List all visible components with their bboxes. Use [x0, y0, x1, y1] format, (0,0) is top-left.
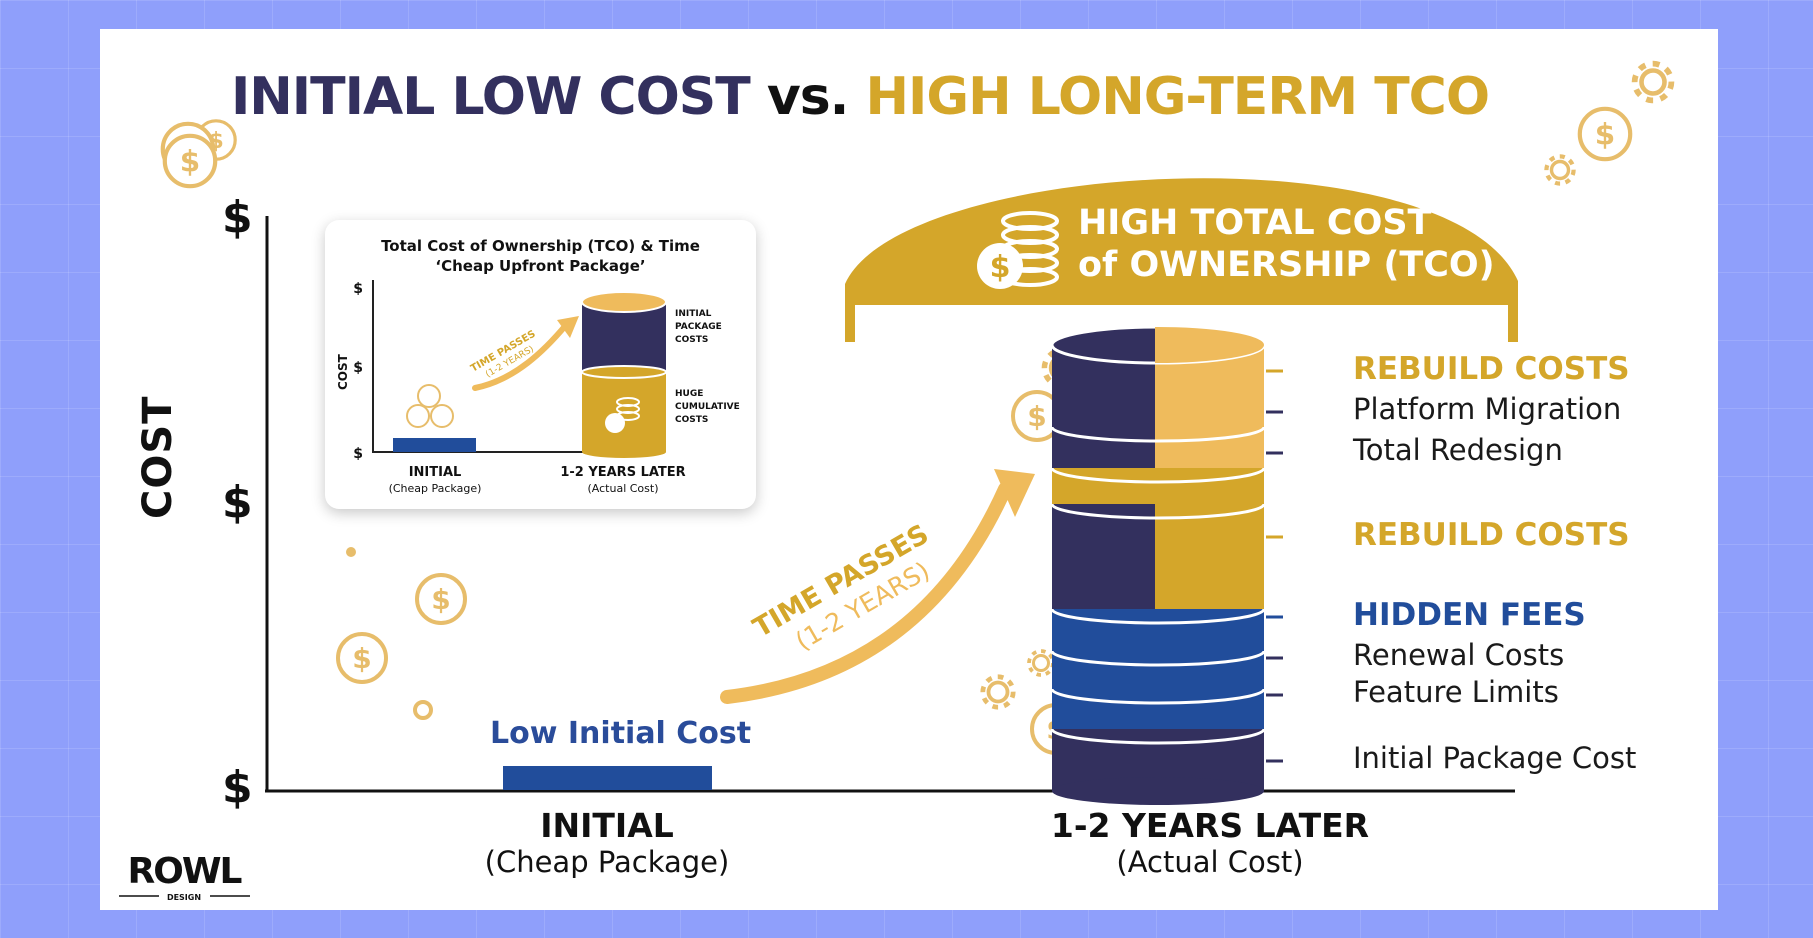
inset-bar-initial-package [582, 302, 666, 372]
logo-subtext: DESIGN [167, 893, 201, 902]
inset-title-line1: Total Cost of Ownership (TCO) & Time [381, 237, 700, 255]
infographic-card: INITIAL LOW COST vs. HIGH LONG-TERM TCO … [100, 29, 1718, 910]
x-category-initial: INITIAL (Cheap Package) [457, 806, 757, 879]
arrow-head [994, 469, 1035, 517]
x-category-sublabel: (Cheap Package) [484, 845, 730, 879]
coin-stack-icon: $ [977, 211, 1059, 289]
stack-label: REBUILD COSTS [1353, 517, 1630, 553]
inset-x-sublabel: (Cheap Package) [389, 482, 482, 495]
stack-label: REBUILD COSTS [1353, 351, 1630, 387]
y-tick-label: $ [222, 477, 253, 528]
inset-chart-card: Total Cost of Ownership (TCO) & Time ‘Ch… [325, 220, 756, 509]
page-title: INITIAL LOW COST vs. HIGH LONG-TERM TCO [100, 67, 1620, 127]
inset-y-tick: $ [353, 446, 363, 462]
stack-label: Total Redesign [1353, 433, 1563, 467]
bar-initial-label: Low Initial Cost [490, 716, 752, 751]
decor-dot [346, 547, 356, 557]
stack-segment [1155, 504, 1264, 623]
tco-banner: $ HIGH TOTAL COST of OWNERSHIP (TCO) [845, 178, 1518, 342]
stack-separator [1050, 426, 1266, 443]
x-category-sublabel: (Actual Cost) [1116, 845, 1304, 879]
title-part-initial: INITIAL LOW COST [230, 67, 751, 127]
banner-dome [845, 178, 1518, 342]
stack-separator [1050, 467, 1266, 484]
bar-initial [503, 766, 712, 790]
inset-x-label: INITIAL [409, 465, 462, 480]
stack-label: HIDDEN FEES [1353, 597, 1586, 633]
inset-arrow [472, 322, 569, 391]
time-arrow: TIME PASSES (1-2 YEARS) [720, 469, 1035, 704]
rowl-logo: ROWL DESIGN [119, 851, 250, 902]
stack-segment [1052, 345, 1155, 441]
stack-separator [1050, 650, 1266, 667]
stack-label: Platform Migration [1353, 392, 1622, 426]
inset-x-sublabel: (Actual Cost) [588, 482, 659, 495]
stack-base [1052, 777, 1264, 805]
y-tick-label: $ [222, 192, 253, 243]
stack-label: Renewal Costs [1353, 638, 1565, 672]
stack-separator [1050, 688, 1266, 705]
stack-label: Initial Package Cost [1353, 741, 1637, 775]
x-category-later: 1-2 YEARS LATER (Actual Cost) [1045, 806, 1375, 879]
stack-separator [1050, 608, 1266, 625]
decor-ring [413, 700, 433, 720]
stack-separator [1050, 503, 1266, 520]
inset-plot: $ $ $ COST TIME PASSES (1-2 YE [336, 280, 743, 495]
y-tick-label: $ [222, 762, 253, 813]
inset-y-title: COST [336, 353, 350, 390]
title-part-tco: HIGH LONG-TERM TCO [865, 67, 1491, 127]
main-axes [265, 216, 1515, 793]
inset-bar-initial [393, 438, 476, 452]
stack-top [1155, 326, 1265, 364]
inset-y-tick: $ [353, 360, 363, 376]
inset-coins-icon [406, 384, 454, 428]
logo-wordmark: ROWL [128, 851, 242, 892]
stacked-cost-cylinder [1050, 325, 1283, 805]
inset-coin-stack-icon [605, 397, 640, 433]
banner-text: HIGH TOTAL COST of OWNERSHIP (TCO) [1078, 203, 1495, 285]
inset-x-label: 1-2 YEARS LATER [560, 465, 685, 480]
stack-segment [1155, 345, 1264, 441]
x-category-label: INITIAL [540, 806, 674, 845]
x-category-label: 1-2 YEARS LATER [1050, 806, 1370, 845]
stack-separator [1050, 728, 1266, 745]
stack-segment [1052, 504, 1155, 623]
inset-y-tick: $ [353, 281, 363, 297]
inset-title-line2: ‘Cheap Upfront Package’ [435, 257, 646, 275]
inset-title: Total Cost of Ownership (TCO) & Time ‘Ch… [325, 236, 756, 276]
title-versus: vs. [766, 67, 850, 127]
stack-label: Feature Limits [1353, 675, 1559, 709]
decorations: $ [100, 29, 1718, 755]
inset-label-cumulative-costs: HUGE CUMULATIVE COSTS [675, 389, 743, 425]
svg-text:$: $ [990, 250, 1011, 285]
arrow-shaft [720, 482, 1012, 704]
inset-label-initial-costs: INITIAL PACKAGE COSTS [675, 309, 725, 345]
